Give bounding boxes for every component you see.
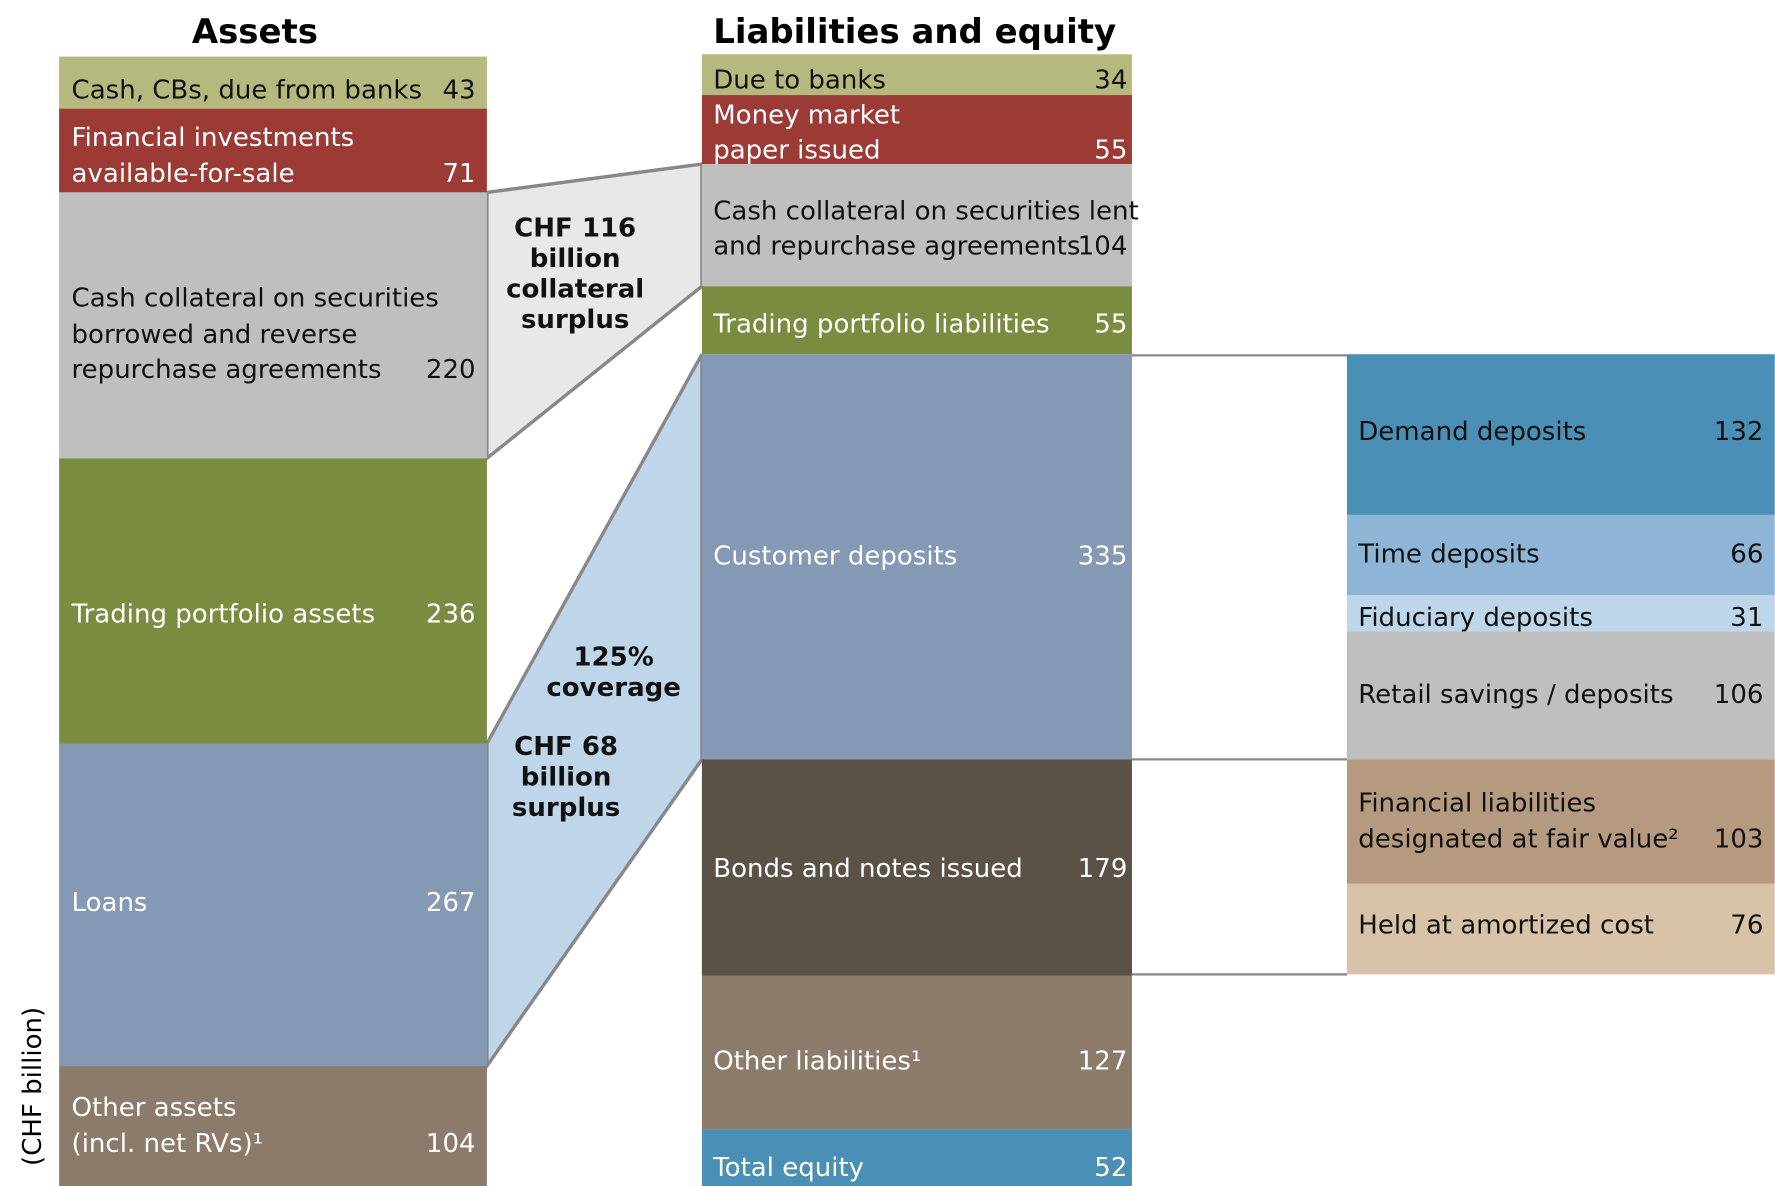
block-label: repurchase agreements (72, 355, 382, 385)
annotation: CHF 116 (514, 214, 636, 244)
block (701, 54, 1132, 96)
block-value: 52 (1094, 1153, 1127, 1183)
annotation: CHF 68 (514, 732, 618, 762)
block-label: Money market (713, 100, 900, 130)
block-value: 66 (1730, 539, 1763, 569)
block (59, 56, 487, 109)
block-value: 55 (1094, 135, 1127, 165)
block-value: 55 (1094, 310, 1127, 340)
block-label: Held at amortized cost (1358, 911, 1654, 941)
block-value: 179 (1078, 854, 1128, 884)
block-value: 104 (1078, 232, 1128, 262)
block-value: 236 (426, 599, 476, 629)
block-label: Other assets (72, 1093, 237, 1123)
annotation: billion (521, 762, 612, 792)
block (701, 354, 1132, 760)
block-value: 104 (426, 1129, 476, 1159)
block-value: 76 (1730, 911, 1763, 941)
block-value: 220 (426, 355, 476, 385)
annotation: surplus (512, 793, 620, 823)
block (59, 743, 487, 1067)
block-label: Due to banks (713, 65, 886, 95)
block-value: 103 (1714, 825, 1764, 855)
block (1346, 595, 1775, 632)
deposit-connector (485, 353, 704, 1072)
assets-title: Assets (192, 12, 318, 52)
block (701, 1129, 1132, 1186)
block-label: Total equity (712, 1153, 864, 1183)
block-label: Other liabilities¹ (713, 1046, 921, 1076)
block (1346, 759, 1775, 884)
block-label: Retail savings / deposits (1358, 680, 1673, 710)
block-value: 127 (1078, 1046, 1128, 1076)
block (59, 192, 487, 459)
block-label: Cash collateral on securities lent (713, 197, 1139, 227)
block-value: 335 (1078, 542, 1128, 572)
unit-label: (CHF billion) (18, 1007, 48, 1166)
block-label: available-for-sale (72, 159, 295, 189)
block-label: Trading portfolio assets (71, 599, 376, 629)
block-label: and repurchase agreements (713, 232, 1080, 262)
block-label: Demand deposits (1358, 417, 1586, 447)
block-label: Cash, CBs, due from banks (72, 75, 422, 105)
annotation: 125% (573, 642, 653, 672)
block-label: Trading portfolio liabilities (712, 310, 1049, 340)
block (1346, 631, 1775, 760)
block (701, 975, 1132, 1130)
block (59, 108, 487, 193)
block (701, 759, 1132, 976)
block-value: 43 (442, 75, 475, 105)
block (701, 164, 1132, 287)
annotation: billion (530, 244, 621, 274)
block-label: Time deposits (1357, 539, 1539, 569)
block (59, 458, 487, 744)
block (1346, 883, 1775, 975)
block-label: paper issued (713, 135, 880, 165)
block-label: Cash collateral on securities (72, 284, 439, 314)
block-label: Customer deposits (713, 542, 957, 572)
block-value: 31 (1730, 603, 1763, 633)
block-label: Fiduciary deposits (1358, 603, 1593, 633)
block-value: 106 (1714, 680, 1764, 710)
annotation: collateral (506, 275, 644, 305)
block (701, 286, 1132, 355)
block-value: 34 (1094, 65, 1127, 95)
block (1346, 514, 1775, 596)
annotation: coverage (546, 673, 681, 703)
block (59, 1066, 487, 1186)
block-value: 132 (1714, 417, 1764, 447)
block (1346, 354, 1775, 515)
block-label: borrowed and reverse (72, 320, 358, 350)
block-label: Financial liabilities (1358, 788, 1596, 818)
block-label: Loans (72, 888, 148, 918)
block-label: Bonds and notes issued (713, 854, 1023, 884)
block (701, 95, 1132, 165)
annotation: surplus (521, 305, 629, 335)
block-label: designated at fair value² (1358, 825, 1678, 855)
block-label: (incl. net RVs)¹ (72, 1129, 263, 1159)
block-label: Financial investments (72, 123, 355, 153)
block-value: 71 (442, 159, 475, 189)
block-value: 267 (426, 888, 476, 918)
liabilities-title: Liabilities and equity (713, 12, 1116, 52)
